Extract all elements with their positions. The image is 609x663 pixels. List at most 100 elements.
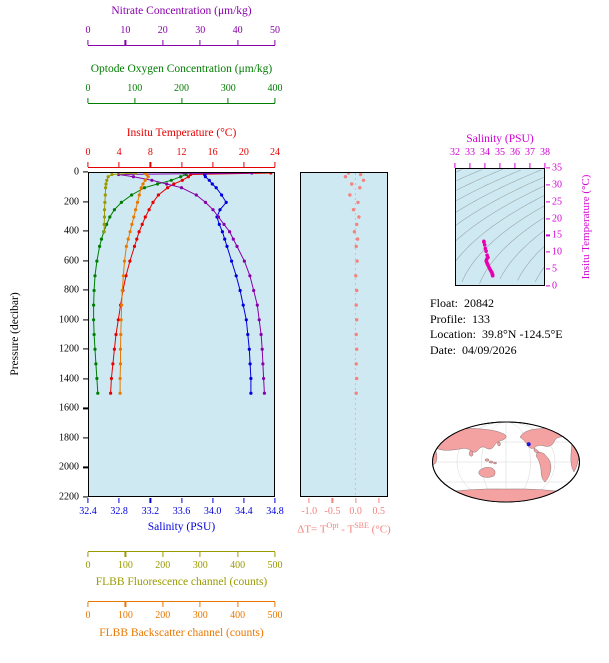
tick-label: 34.4 xyxy=(235,506,253,517)
nitrate-axis: 0 10 20 30 40 50 xyxy=(86,25,280,46)
tick-label: 400 xyxy=(230,610,246,621)
ts-temperature-axis-title: Insitu Temperature (°C) xyxy=(580,174,592,280)
tick-label: 32.4 xyxy=(79,506,97,517)
tick-mark xyxy=(499,163,501,168)
delta-t-title-post: (°C) xyxy=(368,523,391,536)
tick-mark xyxy=(83,289,88,291)
tick-mark xyxy=(83,348,88,350)
tick-mark xyxy=(149,498,151,503)
ts-temperature-axis: 0 5 10 15 20 25 30 35 xyxy=(546,163,572,292)
delta-t-points xyxy=(343,173,366,496)
profile-label: Profile: xyxy=(430,311,466,326)
tick-label: 34.8 xyxy=(266,506,284,517)
tick-label: 1200 xyxy=(59,343,79,355)
float-number-line: Float: 20842 xyxy=(430,296,563,312)
tick-mark xyxy=(180,162,183,167)
tick-mark xyxy=(162,40,164,45)
tick-mark xyxy=(529,163,531,168)
tick-mark xyxy=(87,162,89,167)
tick-label: 600 xyxy=(64,255,79,267)
tick-label: 1600 xyxy=(59,402,79,414)
oxygen-axis-title: Optode Oxygen Concentration (μm/kg) xyxy=(90,63,273,75)
tick-mark xyxy=(83,407,88,409)
tick-label: 4 xyxy=(116,147,122,158)
tick-label: 100 xyxy=(117,560,133,571)
tick-label: 200 xyxy=(155,610,171,621)
profile-number-line: Profile: 133 xyxy=(430,312,563,328)
tick-label: 15 xyxy=(552,229,562,241)
world-map xyxy=(432,421,580,503)
salinity-axis: 32.4 32.8 33.2 33.6 34.0 34.4 34.8 xyxy=(79,498,284,518)
tick-mark xyxy=(378,498,380,503)
fluorescence-axis-title: FLBB Fluorescence channel (counts) xyxy=(95,576,268,588)
tick-mark xyxy=(469,163,471,168)
ts-diagram-plot xyxy=(455,168,545,286)
tick-mark xyxy=(546,251,550,253)
tick-label: 50 xyxy=(270,25,280,36)
tick-mark xyxy=(83,466,88,469)
tick-mark xyxy=(546,184,550,186)
main-profile-plot xyxy=(88,172,275,497)
tick-mark xyxy=(118,162,120,167)
tick-label: 35 xyxy=(552,162,562,174)
tick-label: 0 xyxy=(85,560,91,571)
tick-label: 1800 xyxy=(59,432,79,444)
tick-label: -1.0 xyxy=(301,506,318,517)
tick-mark xyxy=(118,498,120,503)
location-line: Location: 39.8°N -124.5°E xyxy=(430,327,563,343)
delta-t-title-mid: - T xyxy=(338,523,355,536)
tick-mark xyxy=(274,602,276,607)
tick-mark xyxy=(83,496,88,498)
nitrate-axis-title: Nitrate Concentration (μm/kg) xyxy=(111,5,252,17)
tick-mark xyxy=(83,260,88,262)
tick-label: 400 xyxy=(230,560,246,571)
tick-label: 20 xyxy=(552,213,562,225)
tick-mark xyxy=(87,98,89,103)
tick-mark xyxy=(162,552,164,557)
tick-mark xyxy=(83,230,88,232)
tick-label: 8 xyxy=(147,147,153,158)
tick-label: 300 xyxy=(192,560,208,571)
tick-mark xyxy=(331,498,333,503)
tick-mark xyxy=(83,378,88,380)
tick-label: 34.0 xyxy=(203,506,222,517)
float-info: Float: 20842 Profile: 133 Location: 39.8°N … xyxy=(430,296,563,358)
tick-mark xyxy=(354,498,357,503)
tick-label: 33 xyxy=(465,147,475,158)
tick-mark xyxy=(544,163,546,168)
delta-t-title-sup-sbe: SBE xyxy=(354,521,369,530)
tick-label: 100 xyxy=(117,610,133,621)
tick-label: 25 xyxy=(552,196,562,208)
fluorescence-axis: 0 100 200 300 400 500 xyxy=(85,551,283,573)
oxygen-axis: 0 100 200 300 400 xyxy=(86,83,283,104)
profile-curves xyxy=(92,173,273,395)
tick-label: 38 xyxy=(540,147,550,158)
tick-label: 35 xyxy=(495,147,505,158)
tick-mark xyxy=(546,285,550,287)
tick-label: 0.5 xyxy=(372,506,385,517)
tick-mark xyxy=(212,162,214,167)
tick-label: 10 xyxy=(120,25,131,36)
tick-mark xyxy=(149,162,151,167)
tick-mark xyxy=(237,552,239,557)
tick-mark xyxy=(212,498,214,503)
tick-label: 800 xyxy=(64,284,79,296)
tick-label: 2200 xyxy=(59,491,79,503)
tick-mark xyxy=(308,498,310,503)
salinity-axis-title: Salinity (PSU) xyxy=(147,521,216,533)
tick-mark xyxy=(124,40,126,45)
delta-t-title-pre: ΔT= T xyxy=(297,523,327,536)
tick-mark xyxy=(83,437,88,439)
tick-mark xyxy=(87,498,89,503)
tick-mark xyxy=(162,602,164,607)
tick-mark xyxy=(227,98,229,103)
tick-mark xyxy=(199,602,201,607)
tick-mark xyxy=(237,602,239,607)
tick-mark xyxy=(87,40,89,45)
tick-mark xyxy=(484,163,486,168)
tick-label: 32 xyxy=(450,147,460,158)
ts-salinity-axis: 32 33 34 35 36 37 38 xyxy=(450,147,550,168)
tick-mark xyxy=(134,98,136,103)
tick-label: 0 xyxy=(85,147,91,158)
tick-label: 40 xyxy=(232,25,243,36)
